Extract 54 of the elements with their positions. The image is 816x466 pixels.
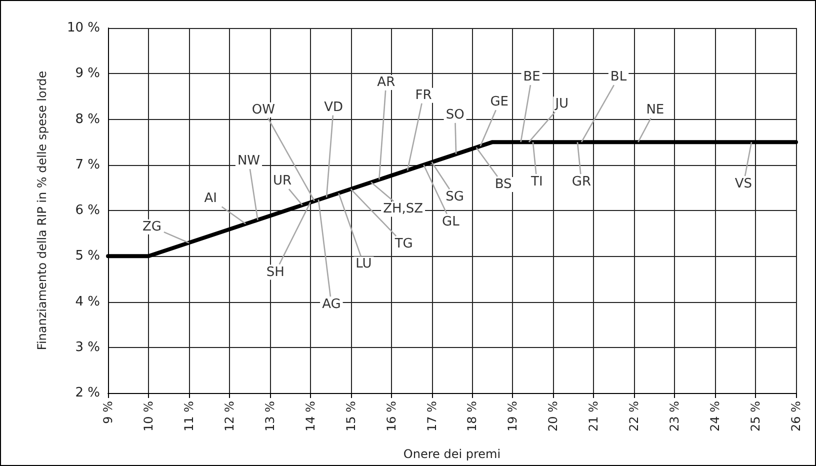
x-tick-label: 15 %	[344, 401, 358, 432]
annotation: ZH,SZ	[383, 202, 424, 217]
x-tick-label: 14 %	[303, 401, 318, 432]
y-tick-label: 2 %	[75, 386, 100, 400]
annotation: UR	[272, 174, 292, 189]
x-tick-label: 11 %	[182, 401, 196, 432]
x-tick-label: 9 %	[101, 401, 115, 424]
y-axis-title: Finanziamento della RIP in % delle spese lorde	[35, 70, 49, 350]
x-tick-label: 10 %	[141, 401, 156, 432]
x-tick-label: 12 %	[222, 401, 236, 432]
annotation: AI	[204, 191, 217, 206]
y-tick-label: 5 %	[75, 248, 100, 264]
annotation: GR	[572, 174, 592, 190]
annotation: GL	[442, 214, 460, 230]
annotation: JU	[554, 96, 569, 112]
annotation: AR	[377, 74, 396, 90]
x-tick-label: 26 %	[789, 401, 803, 432]
y-tick-label: 6 %	[75, 203, 100, 218]
x-tick-label: 23 %	[668, 401, 682, 432]
x-tick-label: 16 %	[384, 401, 398, 432]
x-axis-title: Onere dei premi	[403, 447, 501, 461]
x-tick-label: 22 %	[627, 401, 642, 432]
annotation: BE	[523, 70, 540, 85]
y-tick-label: 8 %	[75, 112, 100, 127]
y-tick-label: 9 %	[75, 66, 100, 82]
x-tick-label: 18 %	[465, 401, 480, 432]
x-tick-label: 17 %	[424, 401, 439, 432]
y-tick-label: 3 %	[75, 340, 100, 355]
x-tick-label: 20 %	[546, 401, 560, 432]
annotation: NE	[646, 102, 664, 118]
x-tick-label: 13 %	[262, 401, 277, 432]
annotation: NW	[237, 154, 260, 169]
annotation: VS	[734, 176, 752, 192]
annotation: TG	[394, 236, 413, 252]
annotation: SH	[266, 264, 284, 280]
annotation: VD	[324, 100, 343, 115]
annotation: BL	[610, 70, 628, 85]
annotation: AG	[322, 297, 341, 312]
annotation: ZG	[142, 219, 162, 234]
x-tick-label: 25 %	[748, 401, 763, 432]
annotation: OW	[252, 102, 276, 118]
annotation: FR	[415, 88, 432, 103]
y-tick-label: 4 %	[75, 294, 100, 310]
annotation: TI	[530, 174, 543, 190]
y-tick-label: 10 %	[66, 20, 100, 36]
x-tick-label: 21 %	[586, 401, 601, 432]
annotation: GE	[490, 94, 508, 110]
annotation: BS	[494, 177, 512, 192]
y-tick-label: 7 %	[75, 157, 100, 172]
x-tick-label: 19 %	[506, 401, 520, 432]
x-tick-label: 24 %	[708, 401, 722, 432]
annotation: SG	[446, 190, 464, 205]
annotation: LU	[356, 256, 372, 272]
annotation: SO	[446, 107, 464, 122]
